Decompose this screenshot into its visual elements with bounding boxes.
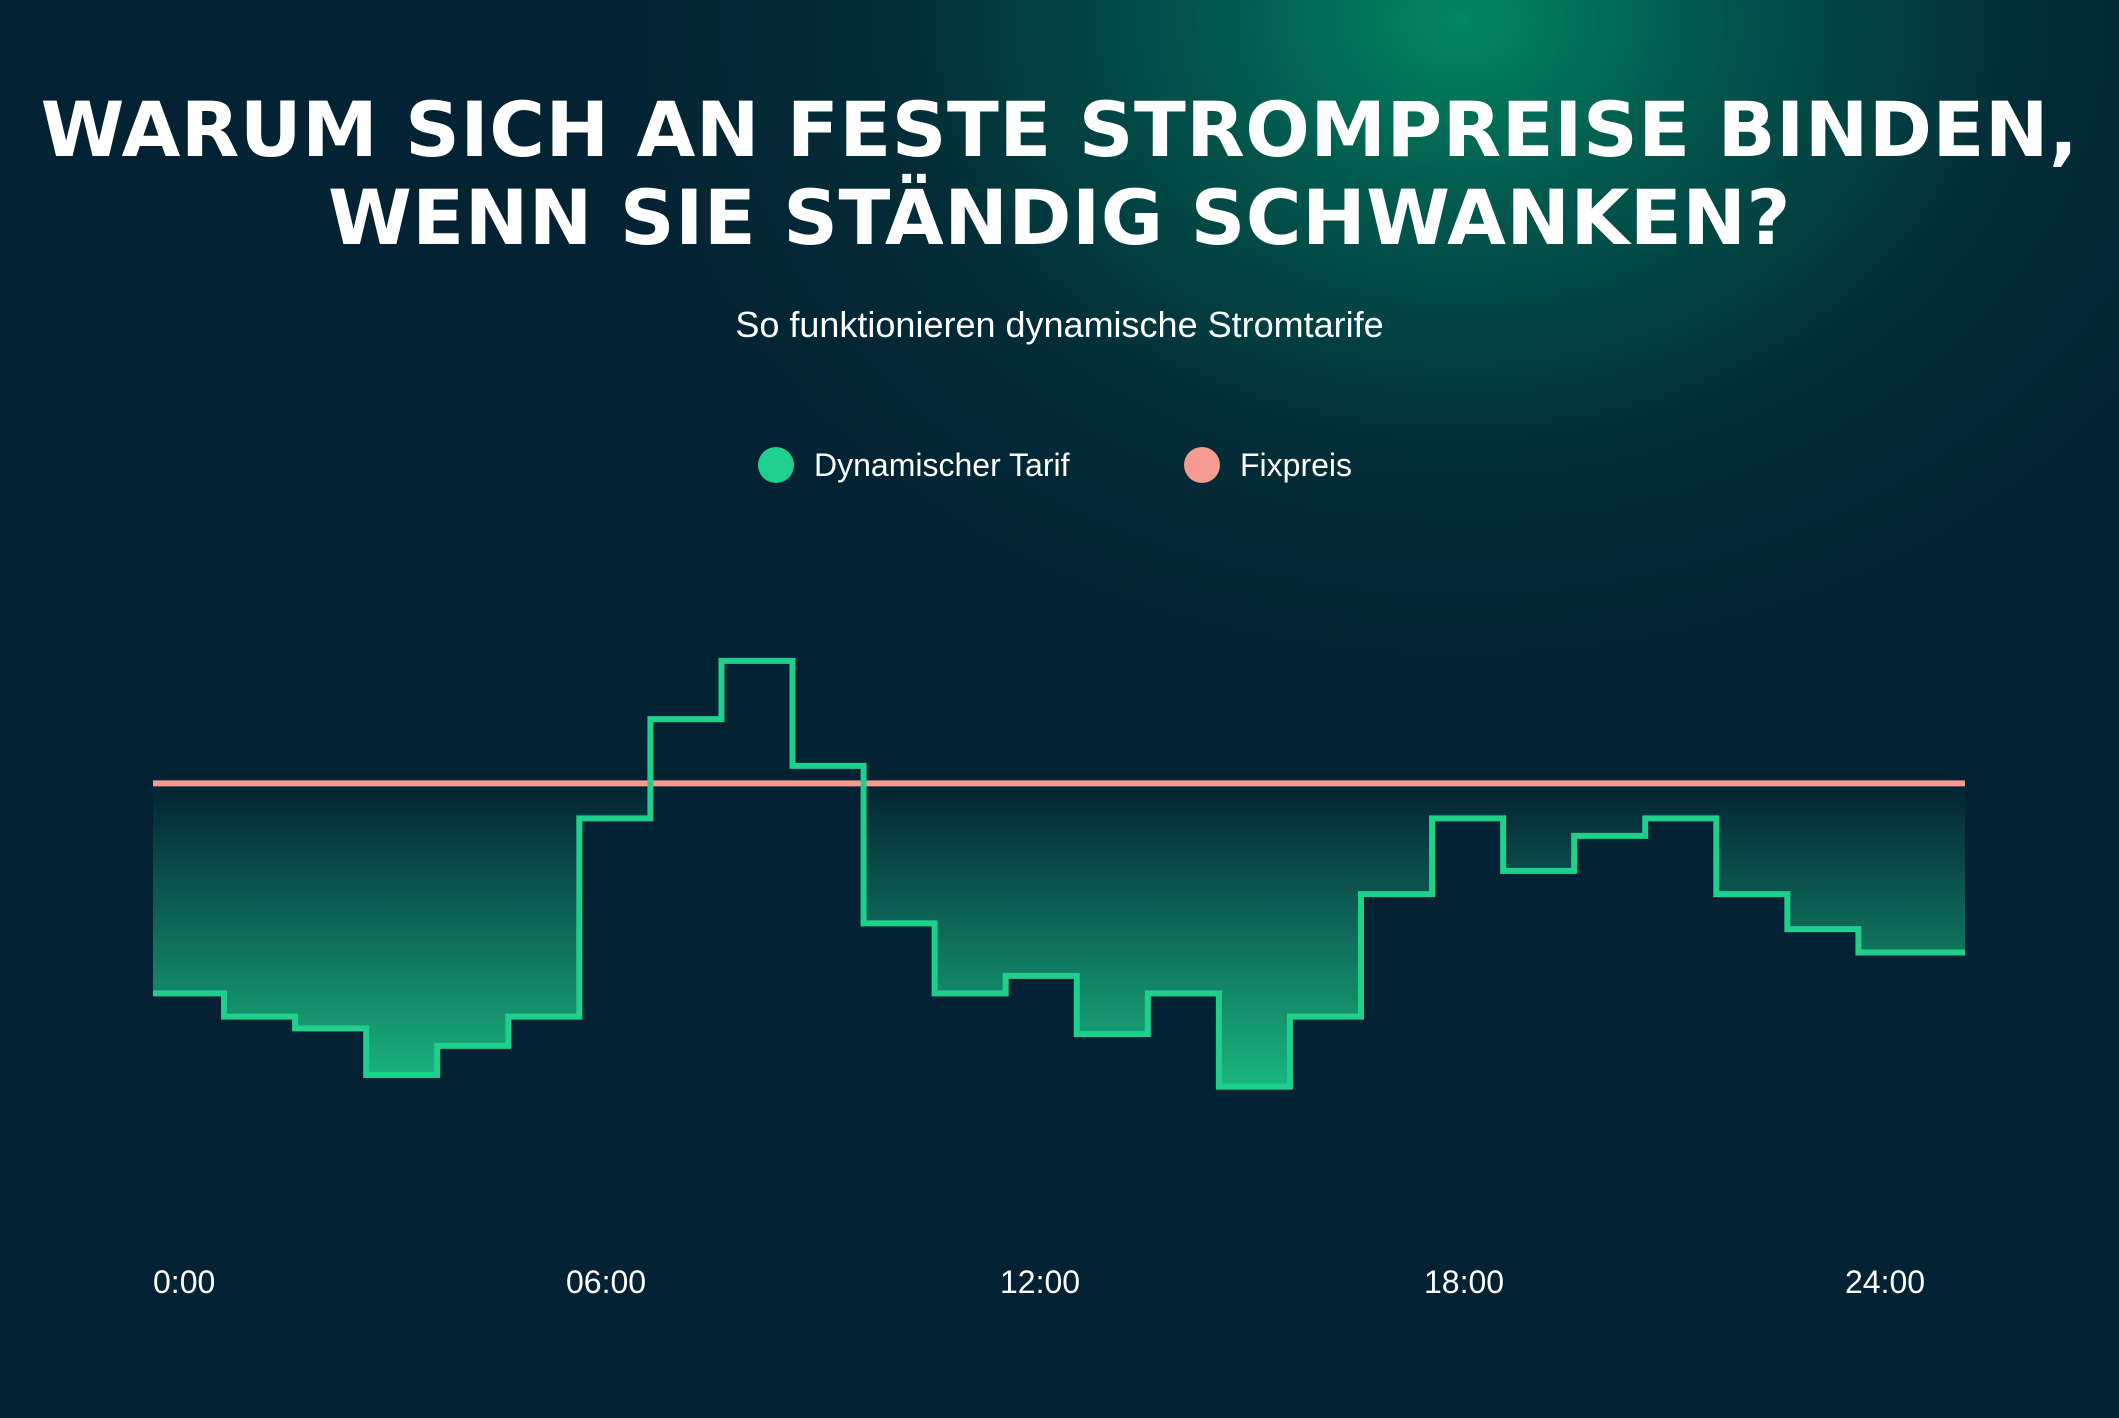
x-tick-label: 24:00	[1845, 1264, 1925, 1300]
x-tick-label: 06:00	[566, 1264, 646, 1300]
legend-label-dynamic-tariff: Dynamischer Tarif	[814, 447, 1070, 483]
page-title-line-1: WARUM SICH AN FESTE STROMPREISE BINDEN,	[40, 85, 2079, 174]
series-lines-group	[153, 657, 1965, 1090]
savings-area-group	[153, 783, 1965, 1087]
page-subtitle: So funktionieren dynamische Stromtarife	[735, 304, 1384, 345]
legend-dot-fixed-price	[1184, 447, 1220, 483]
legend-item-fixed-price: Fixpreis	[1184, 440, 1352, 490]
savings-area	[153, 783, 1965, 1087]
legend-dot-dynamic-tariff	[758, 447, 794, 483]
legend-label-fixed-price: Fixpreis	[1240, 447, 1353, 483]
x-tick-label: 0:00	[153, 1264, 215, 1300]
x-tick-label: 12:00	[1000, 1264, 1080, 1300]
x-tick-label: 18:00	[1424, 1264, 1504, 1300]
series-line-dynamic-tariff	[153, 657, 1965, 1090]
x-axis-ticks: 0:00 06:00 12:00 18:00 24:00	[153, 1264, 1925, 1300]
legend-item-dynamic-tariff: Dynamischer Tarif	[758, 440, 1069, 490]
page-title-line-2: WENN SIE STÄNDIG SCHWANKEN?	[327, 173, 1792, 262]
